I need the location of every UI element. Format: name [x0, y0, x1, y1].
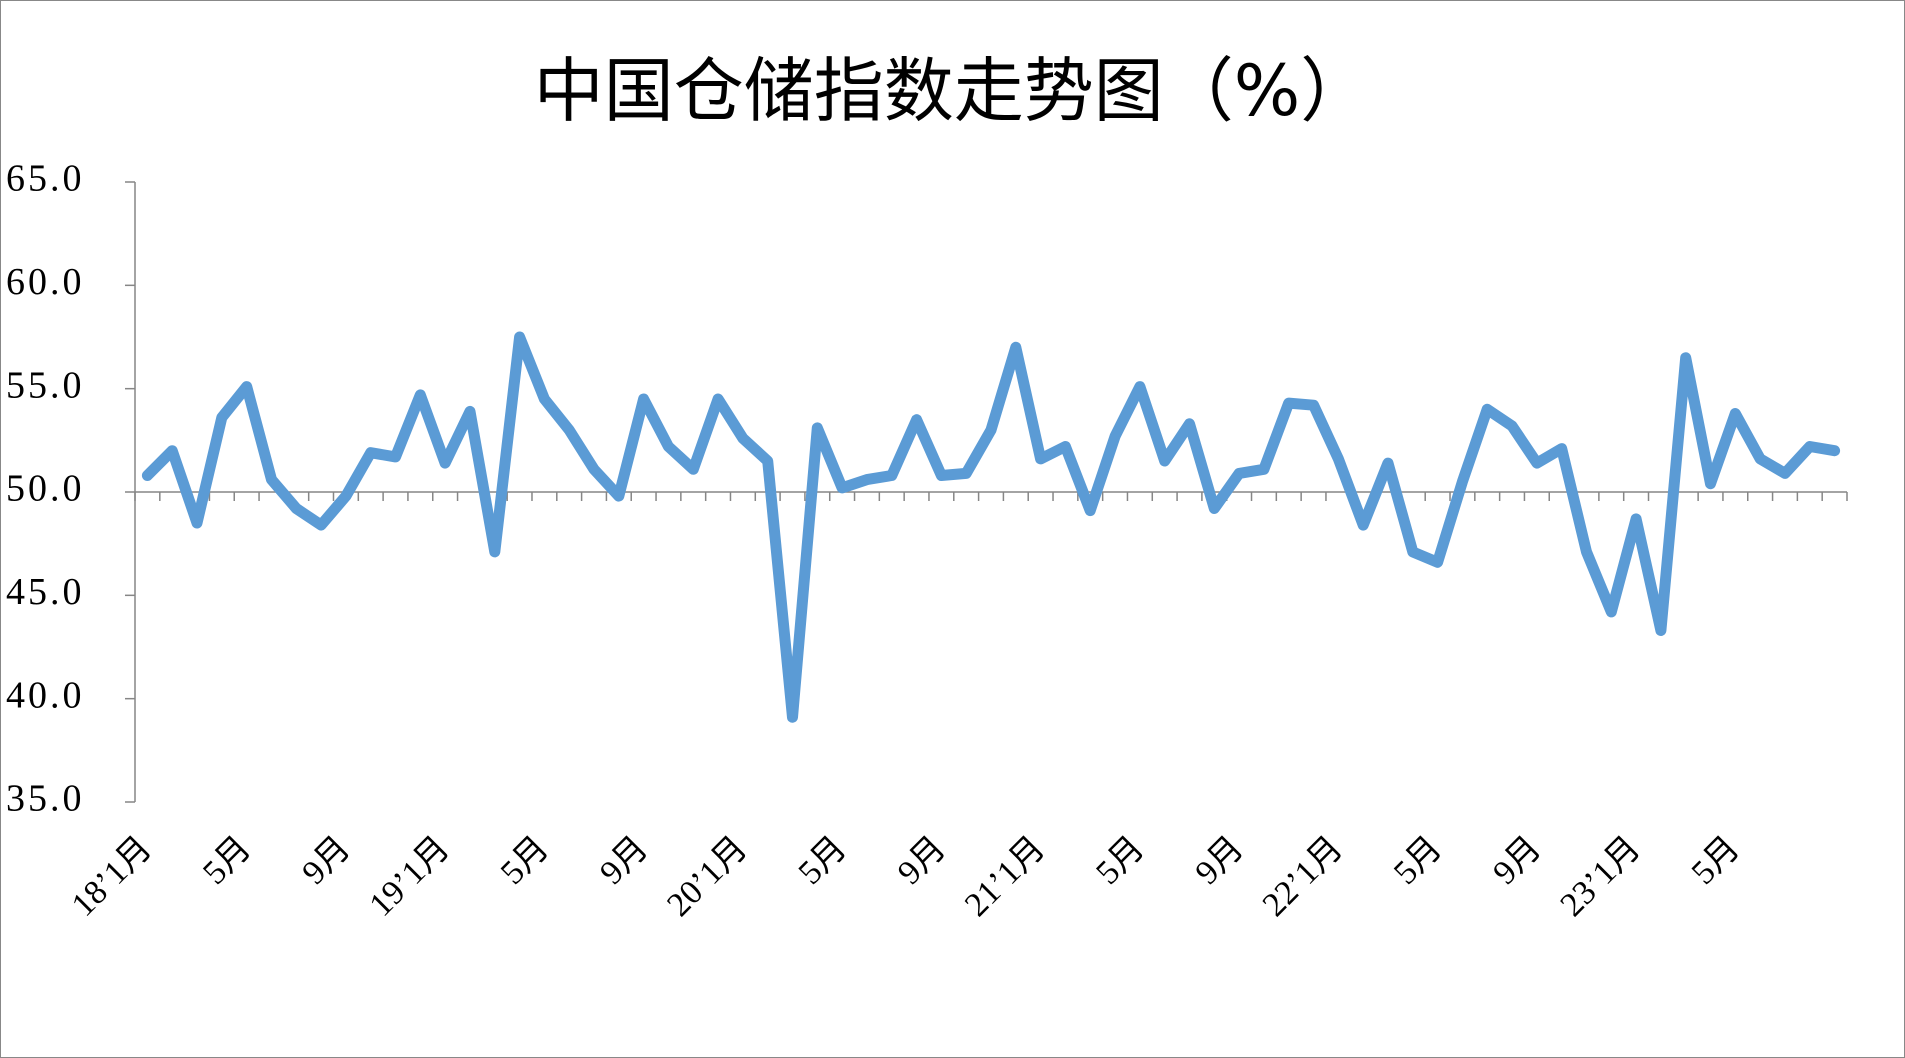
y-tick-label: 40.0 [6, 674, 85, 716]
data-line [141, 331, 1841, 723]
chart-title: 中国仓储指数走势图（%） [534, 50, 1371, 132]
y-tick-label: 50.0 [6, 468, 85, 510]
y-tick-label: 60.0 [6, 261, 85, 303]
y-tick-label: 35.0 [6, 778, 85, 820]
y-tick-label: 65.0 [6, 158, 85, 200]
y-tick-label: 45.0 [6, 571, 85, 613]
y-tick-label: 55.0 [6, 364, 85, 406]
